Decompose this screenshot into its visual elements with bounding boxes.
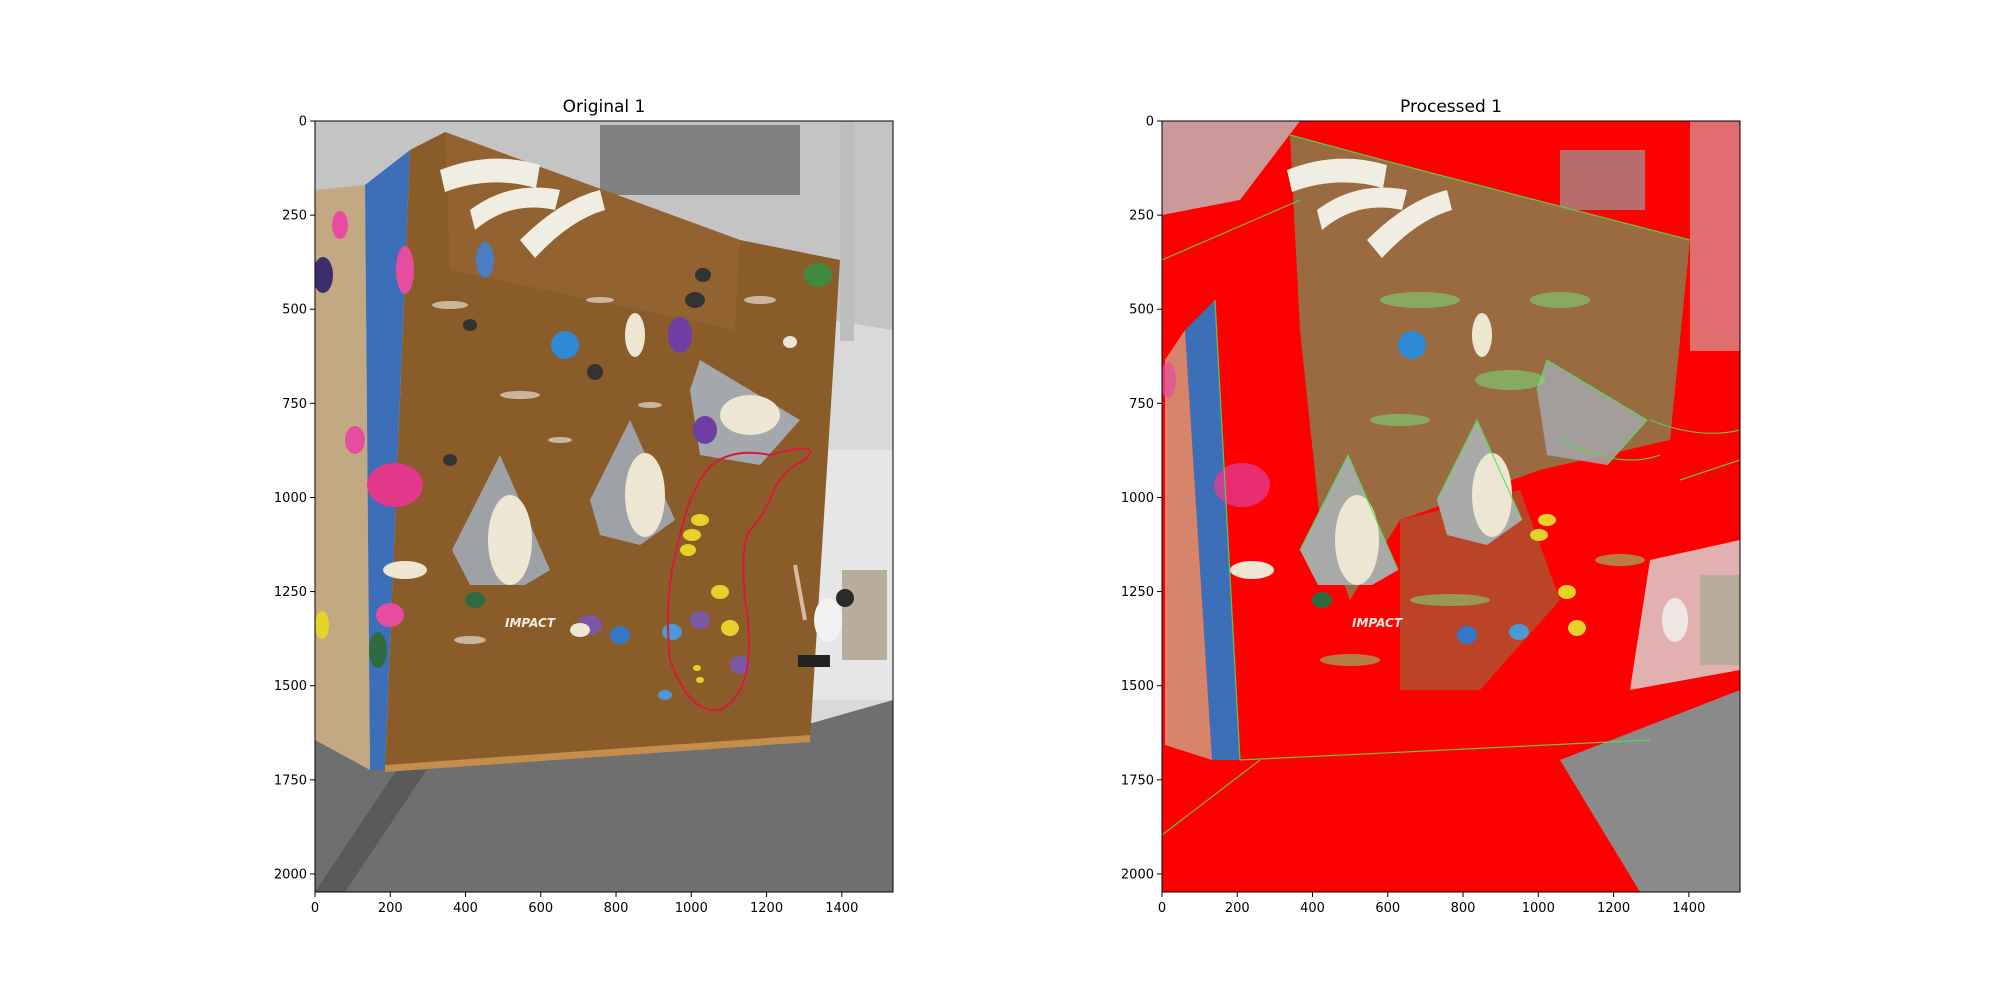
x-tick-label: 0 xyxy=(311,901,319,916)
y-tick-label: 1500 xyxy=(1121,679,1154,694)
x-tick-label: 200 xyxy=(378,901,403,916)
x-tick-label: 1400 xyxy=(1672,901,1705,916)
y-tick-label: 750 xyxy=(282,397,307,412)
y-tick-label: 1750 xyxy=(274,773,307,788)
x-tick-label: 800 xyxy=(1451,901,1476,916)
axes-original: 0 200 400 600 800 1000 1200 1400 0 250 500 750 1000 1… xyxy=(274,115,858,917)
y-tick-label: 250 xyxy=(282,209,307,224)
y-tick-label: 1750 xyxy=(1121,773,1154,788)
processed-image-panel: Processed 1 xyxy=(1121,97,1741,917)
y-tick-label: 750 xyxy=(1129,397,1154,412)
wall-logo-text-processed: IMPACT xyxy=(1352,616,1403,630)
route-annotation-loop xyxy=(666,447,812,712)
x-tick-label: 400 xyxy=(453,901,478,916)
panel-title-processed: Processed 1 xyxy=(1400,97,1502,117)
x-tick-label: 600 xyxy=(1375,901,1400,916)
x-tick-label: 1200 xyxy=(1597,901,1630,916)
y-tick-label: 250 xyxy=(1129,209,1154,224)
y-tick-label: 1000 xyxy=(274,491,307,506)
y-tick-label: 500 xyxy=(1129,303,1154,318)
y-tick-label: 0 xyxy=(299,115,307,130)
x-tick-label: 1400 xyxy=(825,901,858,916)
y-tick-label: 0 xyxy=(1146,115,1154,130)
y-tick-label: 2000 xyxy=(274,867,307,882)
panel-title-original: Original 1 xyxy=(563,97,646,117)
x-tick-label: 200 xyxy=(1225,901,1250,916)
x-tick-label: 1000 xyxy=(675,901,708,916)
x-tick-label: 0 xyxy=(1158,901,1166,916)
x-tick-label: 800 xyxy=(604,901,629,916)
x-tick-label: 1200 xyxy=(750,901,783,916)
y-tick-label: 1000 xyxy=(1121,491,1154,506)
y-tick-label: 500 xyxy=(282,303,307,318)
y-tick-label: 1250 xyxy=(1121,585,1154,600)
x-tick-label: 1000 xyxy=(1522,901,1555,916)
y-tick-label: 1500 xyxy=(274,679,307,694)
axes-frame xyxy=(1161,120,1741,893)
wall-logo-text: IMPACT xyxy=(505,616,556,630)
y-tick-label: 1250 xyxy=(274,585,307,600)
x-tick-label: 600 xyxy=(528,901,553,916)
x-tick-label: 400 xyxy=(1300,901,1325,916)
original-image-panel: Original 1 xyxy=(274,97,894,917)
axes-processed: 0 200 400 600 800 1000 1200 1400 0 250 500 750 1000 1… xyxy=(1121,115,1705,917)
axes-frame xyxy=(314,120,894,893)
y-tick-label: 2000 xyxy=(1121,867,1154,882)
climbing-wall-photo: IMPACT xyxy=(315,121,893,892)
processed-mask-image: IMPACT xyxy=(1162,121,1740,892)
